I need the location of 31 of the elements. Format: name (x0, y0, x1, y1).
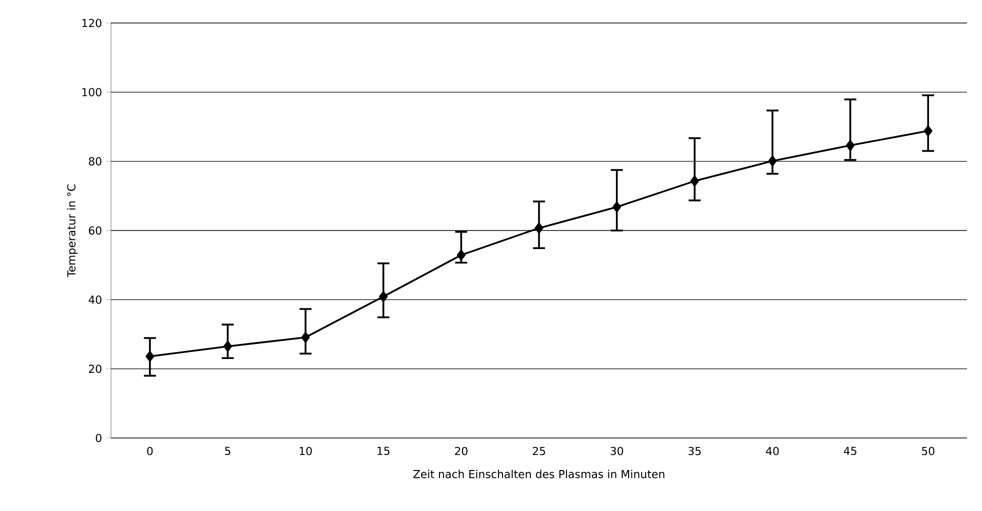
y-tick-label: 120 (82, 18, 102, 28)
x-tick-label: 50 (922, 446, 934, 456)
y-tick-label: 60 (88, 226, 102, 235)
point (924, 125, 932, 136)
point (146, 350, 154, 362)
x-tick-label: 20 (455, 446, 468, 456)
y-axis-title: Temperatur in °C (66, 184, 78, 278)
point (379, 291, 388, 302)
x-tick-label: 45 (844, 446, 856, 456)
x-tick-label: 10 (300, 446, 312, 456)
y-tick-label: 20 (88, 364, 102, 373)
x-tick-label: 15 (378, 446, 390, 456)
x-tick-label: 40 (766, 446, 779, 456)
point (456, 250, 466, 260)
point (846, 140, 855, 151)
y-tick-label: 40 (88, 295, 102, 304)
x-axis-title: Zeit nach Einschalten des Plasmas in Minuten (413, 470, 664, 478)
x-tick-label: 35 (688, 446, 701, 456)
x-tick-label: 0 (147, 446, 153, 456)
x-tick-label: 5 (225, 446, 230, 456)
point (612, 202, 622, 212)
point (534, 222, 544, 234)
y-tick-label: 80 (88, 157, 102, 166)
x-tick-label: 30 (610, 446, 624, 456)
point (690, 176, 699, 186)
point (768, 156, 777, 166)
point (223, 340, 232, 352)
x-tick-label: 25 (532, 446, 546, 456)
point (301, 332, 310, 343)
y-tick-label: 100 (82, 88, 102, 96)
y-tick-label: 0 (96, 434, 102, 442)
